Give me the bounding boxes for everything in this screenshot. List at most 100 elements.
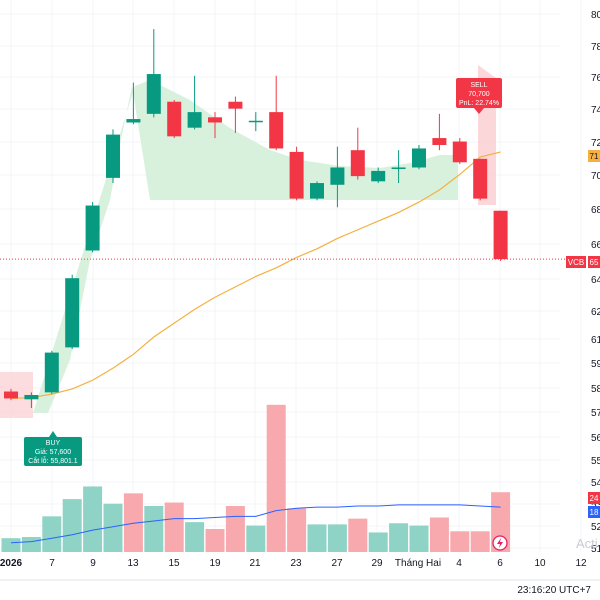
candle-body <box>167 101 182 137</box>
candle-body <box>371 170 386 182</box>
time-tick: 4 <box>456 558 462 569</box>
candle-body <box>432 138 447 145</box>
time-tick: 10 <box>534 558 546 569</box>
price-tick: 53 <box>591 500 600 511</box>
candle-body <box>85 205 100 251</box>
buy-stoploss: Cắt lỗ: 55,801.1 <box>28 456 78 465</box>
candle-body <box>126 119 141 123</box>
volume-bar <box>103 503 123 552</box>
volume-bar <box>450 531 470 552</box>
symbol-tag: VCB 65 <box>566 256 600 268</box>
candle-body <box>208 117 222 123</box>
candle-body <box>493 210 508 260</box>
time-tick: 15 <box>168 558 180 569</box>
candles <box>4 29 508 408</box>
price-tick: 55 <box>591 456 600 467</box>
time-tick: 6 <box>497 558 503 569</box>
time-tick: 2026 <box>0 558 23 569</box>
price-axis[interactable]: 80 78 76 74 72 70 68 66 64 62 61 59 58 57 56 55 54 53 52 51 <box>591 10 600 555</box>
candle-body <box>350 150 365 177</box>
candle-body <box>24 394 39 400</box>
volume-bar <box>1 538 21 552</box>
candle-body <box>228 101 243 109</box>
price-tick: 80 <box>591 10 600 21</box>
price-tick: 57 <box>591 408 600 419</box>
volume-bar <box>246 525 266 552</box>
sell-price: 70,700 <box>468 91 490 98</box>
volume-bar <box>164 502 184 552</box>
volume-tag-1: 24 <box>590 494 599 503</box>
volume-bar <box>205 529 225 552</box>
candle-body <box>65 278 80 348</box>
candle-body <box>473 158 488 199</box>
time-tick: 23 <box>290 558 302 569</box>
candle-body <box>412 148 426 168</box>
price-tick: 72 <box>591 138 600 149</box>
candle-body <box>330 167 345 185</box>
candle-body <box>391 167 406 169</box>
volume-bar <box>83 486 103 552</box>
price-tick: 56 <box>591 433 600 444</box>
candle-body <box>44 352 59 393</box>
time-readout: 23:16:20 UTC+7 <box>517 585 591 596</box>
time-tick: Tháng Hai <box>395 558 441 569</box>
time-tick: 12 <box>575 558 587 569</box>
candle-body <box>146 74 161 114</box>
profit-area <box>33 80 458 413</box>
volume-bar <box>225 506 245 552</box>
time-tick: 13 <box>127 558 139 569</box>
volume-bar <box>327 524 347 552</box>
trade-area <box>0 65 496 418</box>
symbol-label: VCB <box>568 258 584 267</box>
price-tick: 61 <box>591 335 600 346</box>
time-axis[interactable]: 2026 7 9 13 15 19 21 23 27 29 Tháng Hai 4 6 10 12 <box>0 558 587 569</box>
volume-bars <box>1 404 511 552</box>
watermark: Acti <box>576 536 598 551</box>
ma-price-tag: 71 <box>590 152 599 161</box>
price-tick: 51 <box>591 544 600 555</box>
ma-price-tag-group: 71 <box>588 150 600 162</box>
price-tick: 70 <box>591 171 600 182</box>
volume-tags: 24 18 <box>588 492 600 518</box>
candle-body <box>4 391 18 399</box>
price-tick: 54 <box>591 478 600 489</box>
candle-body <box>248 120 263 123</box>
moving-average-line <box>10 151 501 400</box>
price-tick: 64 <box>591 275 600 286</box>
price-tick: 74 <box>591 105 600 116</box>
candle-body <box>289 151 304 199</box>
price-tick: 78 <box>591 42 600 53</box>
price-tick: 68 <box>591 205 600 216</box>
lightning-button[interactable] <box>492 535 508 551</box>
volume-bar <box>307 524 327 552</box>
candle-body <box>187 112 202 128</box>
price-tick: 59 <box>591 359 600 370</box>
volume-bar <box>389 523 409 552</box>
time-tick: 9 <box>90 558 96 569</box>
price-tick: 62 <box>591 307 600 318</box>
volume-bar <box>368 532 388 552</box>
time-tick: 7 <box>49 558 55 569</box>
buy-signal[interactable]: BUY Giá: 57,600 Cắt lỗ: 55,801.1 <box>24 431 82 466</box>
volume-bar <box>123 493 143 552</box>
time-tick: 21 <box>249 558 261 569</box>
volume-bar <box>348 518 368 552</box>
volume-bar <box>144 506 164 552</box>
candle-body <box>269 112 284 149</box>
volume-bar <box>266 404 286 552</box>
time-tick: 19 <box>209 558 221 569</box>
sell-signal[interactable]: SELL 70,700 PnL: 22.74% <box>456 78 502 114</box>
volume-tag-2: 18 <box>590 508 599 517</box>
price-tick: 76 <box>591 73 600 84</box>
buy-title: BUY <box>46 440 61 447</box>
volume-bar <box>429 517 449 552</box>
price-tick: 58 <box>591 384 600 395</box>
volume-bar <box>470 531 490 552</box>
sell-pnl: PnL: 22.74% <box>459 100 499 107</box>
candle-body <box>106 134 120 178</box>
candle-body <box>452 141 467 163</box>
time-tick: 29 <box>371 558 383 569</box>
volume-bar <box>42 516 62 552</box>
sell-title: SELL <box>470 82 487 89</box>
